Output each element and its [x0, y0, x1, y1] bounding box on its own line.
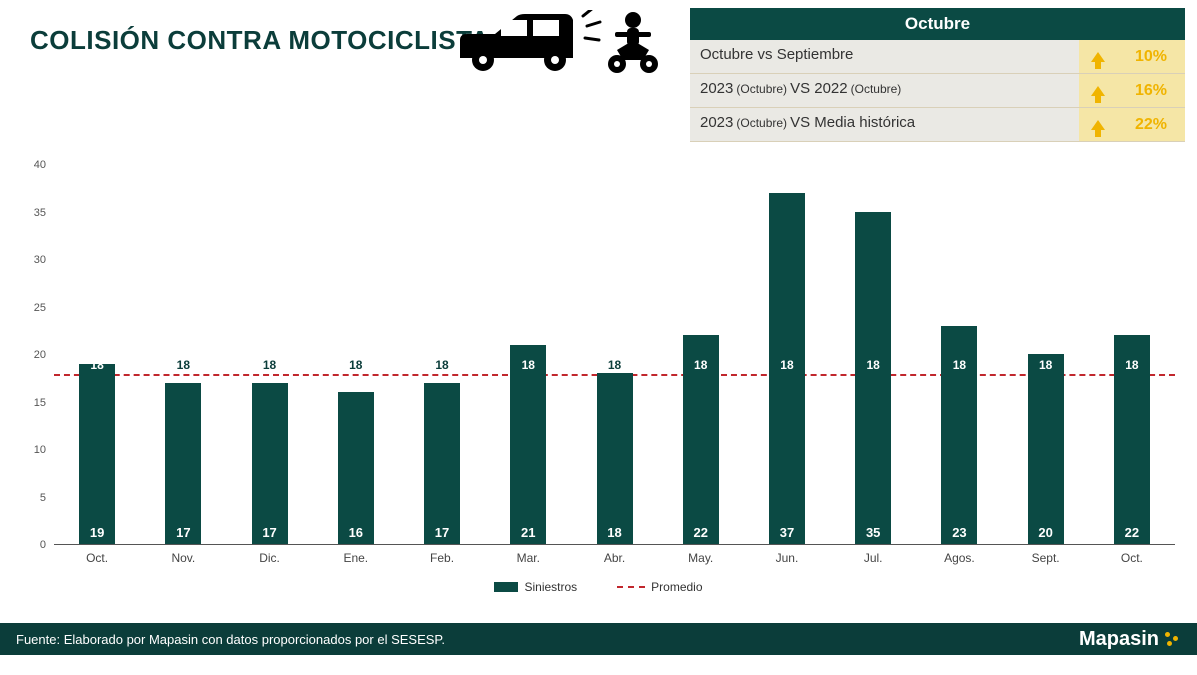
y-tick-label: 15	[34, 397, 46, 409]
y-tick-label: 30	[34, 254, 46, 266]
bar-value-label: 17	[252, 525, 288, 540]
chart-legend: Siniestros Promedio	[0, 580, 1197, 594]
x-tick-label: Oct.	[1102, 551, 1162, 565]
average-label: 18	[769, 358, 805, 372]
x-tick-label: Agos.	[929, 551, 989, 565]
brand-dots-icon	[1163, 630, 1181, 648]
x-tick-label: Nov.	[153, 551, 213, 565]
x-tick-label: Ene.	[326, 551, 386, 565]
y-tick-label: 35	[34, 207, 46, 219]
bar-chart: 0510152025303540 19181718171816181718211…	[20, 165, 1175, 585]
bar: 17	[424, 383, 460, 545]
bar-value-label: 17	[424, 525, 460, 540]
bar: 20	[1028, 354, 1064, 544]
bar-value-label: 20	[1028, 525, 1064, 540]
x-tick-label: Jul.	[843, 551, 903, 565]
comparison-table: Octubre Octubre vs Septiembre10%2023 (Oc…	[690, 8, 1185, 150]
bar: 35	[855, 212, 891, 545]
x-tick-label: May.	[671, 551, 731, 565]
y-tick-label: 40	[34, 159, 46, 171]
page-title: COLISIÓN CONTRA MOTOCICLISTA	[30, 25, 490, 56]
bar-value-label: 35	[855, 525, 891, 540]
bar-value-label: 22	[683, 525, 719, 540]
trend-arrow-up-icon	[1079, 74, 1117, 107]
legend-average-label: Promedio	[651, 580, 702, 594]
comparison-label: Octubre vs Septiembre	[690, 40, 1079, 73]
bar-value-label: 16	[338, 525, 374, 540]
y-tick-label: 5	[40, 492, 46, 504]
average-label: 18	[338, 358, 374, 372]
trend-arrow-up-icon	[1079, 108, 1117, 141]
y-tick-label: 0	[40, 539, 46, 551]
legend-series: Siniestros	[494, 580, 577, 594]
footer-bar: Fuente: Elaborado por Mapasin con datos …	[0, 623, 1197, 655]
bar: 21	[510, 345, 546, 545]
average-label: 18	[424, 358, 460, 372]
average-label: 18	[683, 358, 719, 372]
comparison-row: Octubre vs Septiembre 10%	[690, 40, 1185, 74]
comparison-label: 2023 (Octubre) VS 2022 (Octubre)	[690, 74, 1079, 107]
collision-icon	[455, 10, 665, 95]
x-tick-label: Dic.	[240, 551, 300, 565]
bar-value-label: 21	[510, 525, 546, 540]
comparison-row: 2023 (Octubre) VS Media histórica 22%	[690, 108, 1185, 142]
bar-value-label: 37	[769, 525, 805, 540]
y-tick-label: 10	[34, 444, 46, 456]
bar: 16	[338, 392, 374, 544]
average-label: 18	[165, 358, 201, 372]
bar: 19	[79, 364, 115, 545]
average-label: 18	[510, 358, 546, 372]
comparison-value: 10%	[1117, 40, 1185, 73]
y-tick-label: 25	[34, 302, 46, 314]
comparison-label: 2023 (Octubre) VS Media histórica	[690, 108, 1079, 141]
legend-series-label: Siniestros	[524, 580, 577, 594]
average-label: 18	[941, 358, 977, 372]
average-label: 18	[79, 358, 115, 372]
bar: 18	[597, 373, 633, 544]
comparison-header: Octubre	[690, 8, 1185, 40]
average-label: 18	[1028, 358, 1064, 372]
x-tick-label: Jun.	[757, 551, 817, 565]
bar-value-label: 19	[79, 525, 115, 540]
x-tick-label: Mar.	[498, 551, 558, 565]
x-tick-label: Abr.	[585, 551, 645, 565]
brand-logo: Mapasin	[1079, 628, 1181, 651]
x-tick-label: Feb.	[412, 551, 472, 565]
average-label: 18	[1114, 358, 1150, 372]
bar: 17	[252, 383, 288, 545]
average-label: 18	[597, 358, 633, 372]
average-label: 18	[252, 358, 288, 372]
comparison-row: 2023 (Octubre) VS 2022 (Octubre) 16%	[690, 74, 1185, 108]
comparison-value: 22%	[1117, 108, 1185, 141]
average-label: 18	[855, 358, 891, 372]
comparison-value: 16%	[1117, 74, 1185, 107]
bar-value-label: 17	[165, 525, 201, 540]
bar: 17	[165, 383, 201, 545]
bar-value-label: 22	[1114, 525, 1150, 540]
x-tick-label: Sept.	[1016, 551, 1076, 565]
trend-arrow-up-icon	[1079, 40, 1117, 73]
bar-value-label: 23	[941, 525, 977, 540]
brand-name: Mapasin	[1079, 628, 1159, 651]
x-tick-label: Oct.	[67, 551, 127, 565]
source-text: Fuente: Elaborado por Mapasin con datos …	[16, 632, 445, 647]
y-tick-label: 20	[34, 349, 46, 361]
bar-value-label: 18	[597, 525, 633, 540]
legend-average: Promedio	[617, 580, 702, 594]
